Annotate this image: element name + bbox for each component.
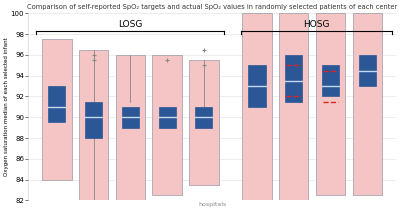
Bar [195, 107, 212, 128]
Bar [116, 55, 145, 211]
Bar [48, 86, 65, 122]
Bar [285, 55, 302, 102]
Bar [79, 50, 108, 211]
Bar [158, 107, 176, 128]
Bar [352, 13, 382, 195]
Bar [242, 13, 272, 211]
Text: LOSG: LOSG [118, 20, 142, 30]
Bar [122, 107, 139, 128]
Bar [189, 60, 218, 185]
Bar [359, 55, 376, 86]
Y-axis label: Oxygen saturation median of each selected infant: Oxygen saturation median of each selecte… [4, 38, 9, 176]
Text: HOSG: HOSG [303, 20, 330, 30]
Bar [322, 65, 339, 96]
Title: Comparison of self-reported SpO₂ targets and actual SpO₂ values in randomly sele: Comparison of self-reported SpO₂ targets… [27, 4, 397, 10]
Bar [316, 13, 345, 195]
X-axis label: hospitals: hospitals [198, 202, 226, 207]
Bar [85, 102, 102, 138]
Bar [248, 65, 266, 107]
Bar [152, 55, 182, 195]
Bar [279, 13, 308, 200]
Bar [42, 39, 72, 180]
